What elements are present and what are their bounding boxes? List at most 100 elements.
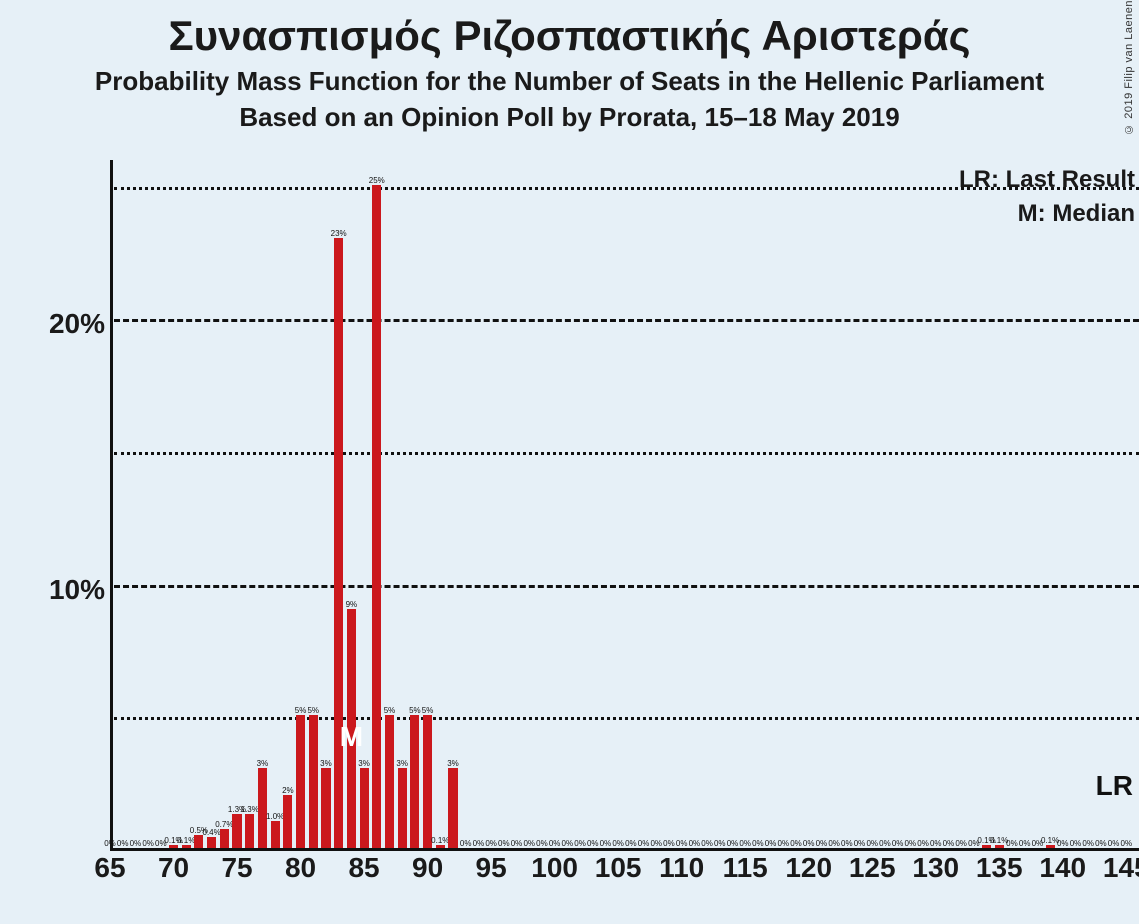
x-tick: 90 xyxy=(412,852,443,884)
bar-label: 0% xyxy=(930,839,942,848)
bar-label: 9% xyxy=(346,600,358,609)
bar-label: 0% xyxy=(612,839,624,848)
x-axis-line xyxy=(110,848,1139,851)
bar-label: 0% xyxy=(1121,839,1133,848)
bar xyxy=(410,715,419,848)
bar-label: 0% xyxy=(955,839,967,848)
chart-subtitle-1: Probability Mass Function for the Number… xyxy=(0,66,1139,97)
bar-label: 0% xyxy=(892,839,904,848)
bar-label: 0% xyxy=(1095,839,1107,848)
bar-label: 0% xyxy=(587,839,599,848)
bar xyxy=(398,768,407,848)
bar-label: 0% xyxy=(816,839,828,848)
bar-label: 0% xyxy=(727,839,739,848)
x-tick: 65 xyxy=(94,852,125,884)
bar xyxy=(296,715,305,848)
bar-label: 0% xyxy=(828,839,840,848)
bar xyxy=(1046,845,1055,848)
bar-label: 0% xyxy=(790,839,802,848)
bar-label: 0% xyxy=(473,839,485,848)
lr-marker: LR xyxy=(1096,770,1133,802)
bar-label: 3% xyxy=(447,759,459,768)
bar-label: 0% xyxy=(854,839,866,848)
bar-label: 0.4% xyxy=(203,828,221,837)
x-tick: 75 xyxy=(221,852,252,884)
bar-label: 0% xyxy=(511,839,523,848)
bar-label: 0.1% xyxy=(177,836,195,845)
bar-label: 5% xyxy=(422,706,434,715)
x-tick: 95 xyxy=(476,852,507,884)
bar xyxy=(372,185,381,848)
bar-label: 0% xyxy=(600,839,612,848)
bar-label: 5% xyxy=(295,706,307,715)
x-tick: 120 xyxy=(785,852,832,884)
bar-label: 0% xyxy=(943,839,955,848)
x-tick: 145 xyxy=(1103,852,1139,884)
bar-label: 0% xyxy=(650,839,662,848)
bar-label: 0% xyxy=(104,839,116,848)
bar-label: 0% xyxy=(536,839,548,848)
bar xyxy=(271,821,280,848)
chart-title: Συνασπισμός Ριζοσπαστικής Αριστεράς xyxy=(0,12,1139,60)
bar-label: 0% xyxy=(638,839,650,848)
x-tick: 110 xyxy=(659,852,704,884)
bar-label: 0% xyxy=(778,839,790,848)
x-tick: 130 xyxy=(912,852,959,884)
bar-label: 2% xyxy=(282,786,294,795)
y-label-10: 10% xyxy=(15,574,105,606)
bar xyxy=(309,715,318,848)
bar-label: 0% xyxy=(625,839,637,848)
bar-label: 3% xyxy=(320,759,332,768)
bar xyxy=(321,768,330,848)
bar xyxy=(360,768,369,848)
bar-label: 0% xyxy=(917,839,929,848)
bar xyxy=(207,837,216,848)
bar-label: 0% xyxy=(549,839,561,848)
x-tick: 115 xyxy=(723,852,768,884)
legend-m: M: Median xyxy=(1018,200,1135,228)
bar xyxy=(334,238,343,848)
bar-label: 3% xyxy=(257,759,269,768)
bar-label: 0% xyxy=(1070,839,1082,848)
bar-label: 0% xyxy=(803,839,815,848)
bar-label: 0% xyxy=(1108,839,1120,848)
bar-label: 0% xyxy=(130,839,142,848)
bar-label: 0.1% xyxy=(431,836,449,845)
bar-label: 0% xyxy=(701,839,713,848)
grid-dotted xyxy=(114,452,1139,455)
x-tick: 80 xyxy=(285,852,316,884)
bar xyxy=(436,845,445,848)
bar-label: 0% xyxy=(752,839,764,848)
bar-label: 0% xyxy=(905,839,917,848)
chart-subtitle-2: Based on an Opinion Poll by Prorata, 15–… xyxy=(0,102,1139,133)
x-tick: 85 xyxy=(348,852,379,884)
grid-dashed xyxy=(114,319,1139,322)
bar-label: 1.0% xyxy=(266,812,284,821)
y-axis-line xyxy=(110,160,113,850)
bar-label: 0% xyxy=(841,839,853,848)
legend-lr: LR: Last Result xyxy=(959,166,1135,194)
bar-label: 3% xyxy=(358,759,370,768)
bar xyxy=(232,814,241,849)
bar-label: 0% xyxy=(1057,839,1069,848)
bar xyxy=(220,829,229,848)
bar xyxy=(245,814,254,849)
bar xyxy=(448,768,457,848)
bar-label: 0% xyxy=(765,839,777,848)
bar-label: 0.7% xyxy=(215,820,233,829)
x-tick: 105 xyxy=(595,852,642,884)
bar-label: 0% xyxy=(689,839,701,848)
bar-label: 0% xyxy=(663,839,675,848)
y-label-20: 20% xyxy=(15,308,105,340)
x-tick: 125 xyxy=(849,852,896,884)
x-tick: 140 xyxy=(1039,852,1086,884)
bar-label: 0% xyxy=(460,839,472,848)
bar-label: 5% xyxy=(409,706,421,715)
bar-label: 0% xyxy=(574,839,586,848)
chart-root: © 2019 Filip van Laenen Συνασπισμός Ριζο… xyxy=(0,0,1139,924)
bar-label: 0% xyxy=(1006,839,1018,848)
bar-label: 0% xyxy=(879,839,891,848)
bar-label: 3% xyxy=(396,759,408,768)
bar-label: 0% xyxy=(1019,839,1031,848)
bar-label: 5% xyxy=(384,706,396,715)
